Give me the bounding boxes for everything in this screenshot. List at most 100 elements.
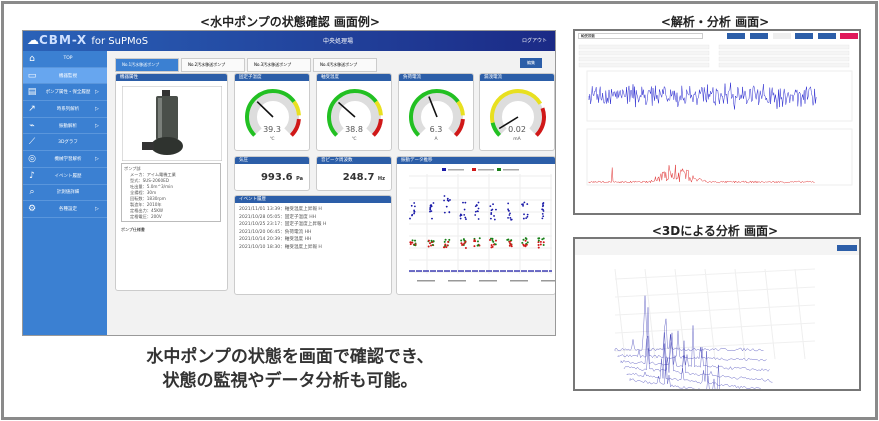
- waterfall-series: [617, 307, 767, 362]
- series-selector-row: [718, 44, 850, 50]
- logout-link[interactable]: ログアウト: [521, 38, 547, 44]
- analysis-button-4[interactable]: [795, 33, 813, 39]
- gauge-value: 0.02 mA: [508, 125, 526, 143]
- gauge-dial: [409, 89, 465, 137]
- data-point: [510, 218, 513, 221]
- data-point: [460, 239, 463, 242]
- sidebar-item[interactable]: ◎ 機械学習解析 ▷: [23, 151, 107, 168]
- search-doc-icon: ⌕: [29, 187, 35, 198]
- pump-tab[interactable]: No.3汚水移送ポンプ: [247, 58, 311, 72]
- data-point: [526, 213, 529, 216]
- data-point: [410, 204, 413, 207]
- data-point: [476, 240, 479, 243]
- data-point: [443, 199, 445, 202]
- data-point: [411, 213, 414, 216]
- waveform-line: [588, 82, 817, 110]
- sidebar-item[interactable]: ⟋ 3Dグラフ: [23, 134, 107, 152]
- sidebar-item[interactable]: ⌂ TOP: [23, 51, 107, 68]
- data-point: [429, 208, 432, 211]
- gauge-title: 固定子温度: [235, 74, 309, 81]
- analysis-button-3[interactable]: [773, 33, 791, 39]
- app-header: ☁CBM-X for SuPMoS 中央処理場 ログアウト: [23, 31, 555, 51]
- data-point: [539, 243, 542, 246]
- sidebar-item[interactable]: ⌁ 振動解析 ▷: [23, 118, 107, 135]
- line-chart-icon: ↗: [28, 103, 36, 114]
- data-point: [474, 214, 477, 216]
- data-point: [477, 207, 480, 210]
- data-point: [542, 243, 545, 246]
- gauge-panel: 軸受温度 38.8 ℃: [316, 73, 392, 151]
- 3d-screen-title: <3Dによる分析 画面>: [651, 224, 779, 238]
- spec-line: 吐出量：5.0m^3/min: [130, 184, 173, 189]
- data-point: [490, 217, 492, 220]
- 3d-display-button[interactable]: [837, 245, 857, 251]
- sidebar-item-label: 時系列解析: [56, 106, 80, 112]
- pump-tab[interactable]: No.4汚水移送ポンプ: [313, 58, 377, 72]
- sidebar-item[interactable]: ▭ 機器監視: [23, 67, 107, 85]
- data-point: [448, 211, 451, 214]
- data-point: [510, 239, 513, 242]
- event-item: 2021/10/25 23:17：固定子温度上昇報 H: [239, 222, 327, 228]
- sidebar-item[interactable]: ↗ 時系列解析 ▷: [23, 101, 107, 118]
- data-point: [542, 237, 545, 240]
- series-selector-row: [578, 50, 710, 56]
- pressure-panel: 気圧 993.6 Pa: [234, 156, 310, 191]
- data-point: [524, 239, 527, 242]
- sidebar-item[interactable]: ♪ イベント履歴: [23, 168, 107, 185]
- sidebar-item-label: 3Dグラフ: [58, 140, 78, 146]
- analysis-button-2[interactable]: [750, 33, 768, 39]
- pump-tab[interactable]: No.1汚水移送ポンプ: [115, 58, 179, 72]
- data-point: [459, 217, 462, 220]
- chevron-right-icon: ▷: [95, 206, 99, 213]
- analysis-title-field[interactable]: 軸受振動: [578, 33, 703, 39]
- site-name: 中央処理場: [323, 38, 354, 45]
- sidebar-item[interactable]: ⌕ 計測値詳細: [23, 185, 107, 202]
- sidebar-item[interactable]: ⚙ 各種設定 ▷: [23, 201, 107, 218]
- data-point: [460, 214, 463, 216]
- data-point: [430, 205, 433, 208]
- data-point: [521, 241, 524, 244]
- sidebar-item-label: 振動解析: [59, 123, 77, 129]
- spec-line: 定格電圧：200V: [130, 214, 162, 219]
- data-point: [522, 203, 524, 206]
- sidebar-item[interactable]: ▤ ポンプ属性・保全履歴 ▷: [23, 84, 107, 102]
- data-point: [508, 244, 511, 247]
- data-point: [444, 243, 447, 246]
- pump-tab[interactable]: No.2汚水移送ポンプ: [181, 58, 245, 72]
- sidebar-item-label: 機械学習解析: [54, 156, 82, 162]
- data-point: [493, 215, 495, 217]
- events-title: イベント履歴: [235, 196, 391, 203]
- analysis-button-1[interactable]: [727, 33, 745, 39]
- data-point: [465, 218, 467, 221]
- gauge-panel: 固定子温度 39.3 ℃: [234, 73, 310, 151]
- data-point: [525, 217, 528, 220]
- event-item: 2021/10/14 20:39：軸受温度 HH: [239, 237, 312, 243]
- 3d-waterfall-chart: [614, 268, 816, 389]
- sidebar-item-label: 計測値詳細: [56, 190, 80, 196]
- data-point: [474, 210, 477, 213]
- data-point: [507, 202, 510, 205]
- waterfall-series: [614, 295, 764, 352]
- data-point: [463, 208, 466, 211]
- data-point: [508, 214, 511, 216]
- event-history-panel: イベント履歴 2021/11/01 13:39：軸受温度上昇報 H 2021/10…: [234, 195, 392, 295]
- edit-button[interactable]: 編集: [520, 58, 542, 68]
- data-point: [492, 203, 494, 206]
- data-point: [489, 205, 492, 208]
- data-point: [413, 244, 416, 247]
- main-screen-title: <水中ポンプの状態確認 画面例>: [200, 15, 380, 29]
- analysis-button-5[interactable]: [818, 33, 836, 39]
- analysis-charts: [578, 44, 853, 186]
- data-point: [537, 246, 540, 249]
- data-point: [411, 239, 414, 242]
- legend-label: [503, 169, 519, 171]
- specs-section: ポンプ部: [124, 166, 141, 171]
- gauge-dial: [245, 89, 301, 137]
- spec-sheet-link[interactable]: ポンプ仕様書: [121, 227, 145, 232]
- analysis-button-6[interactable]: [840, 33, 858, 39]
- data-point: [432, 202, 435, 204]
- data-point: [443, 246, 446, 249]
- data-point: [414, 205, 416, 208]
- data-point: [510, 245, 513, 248]
